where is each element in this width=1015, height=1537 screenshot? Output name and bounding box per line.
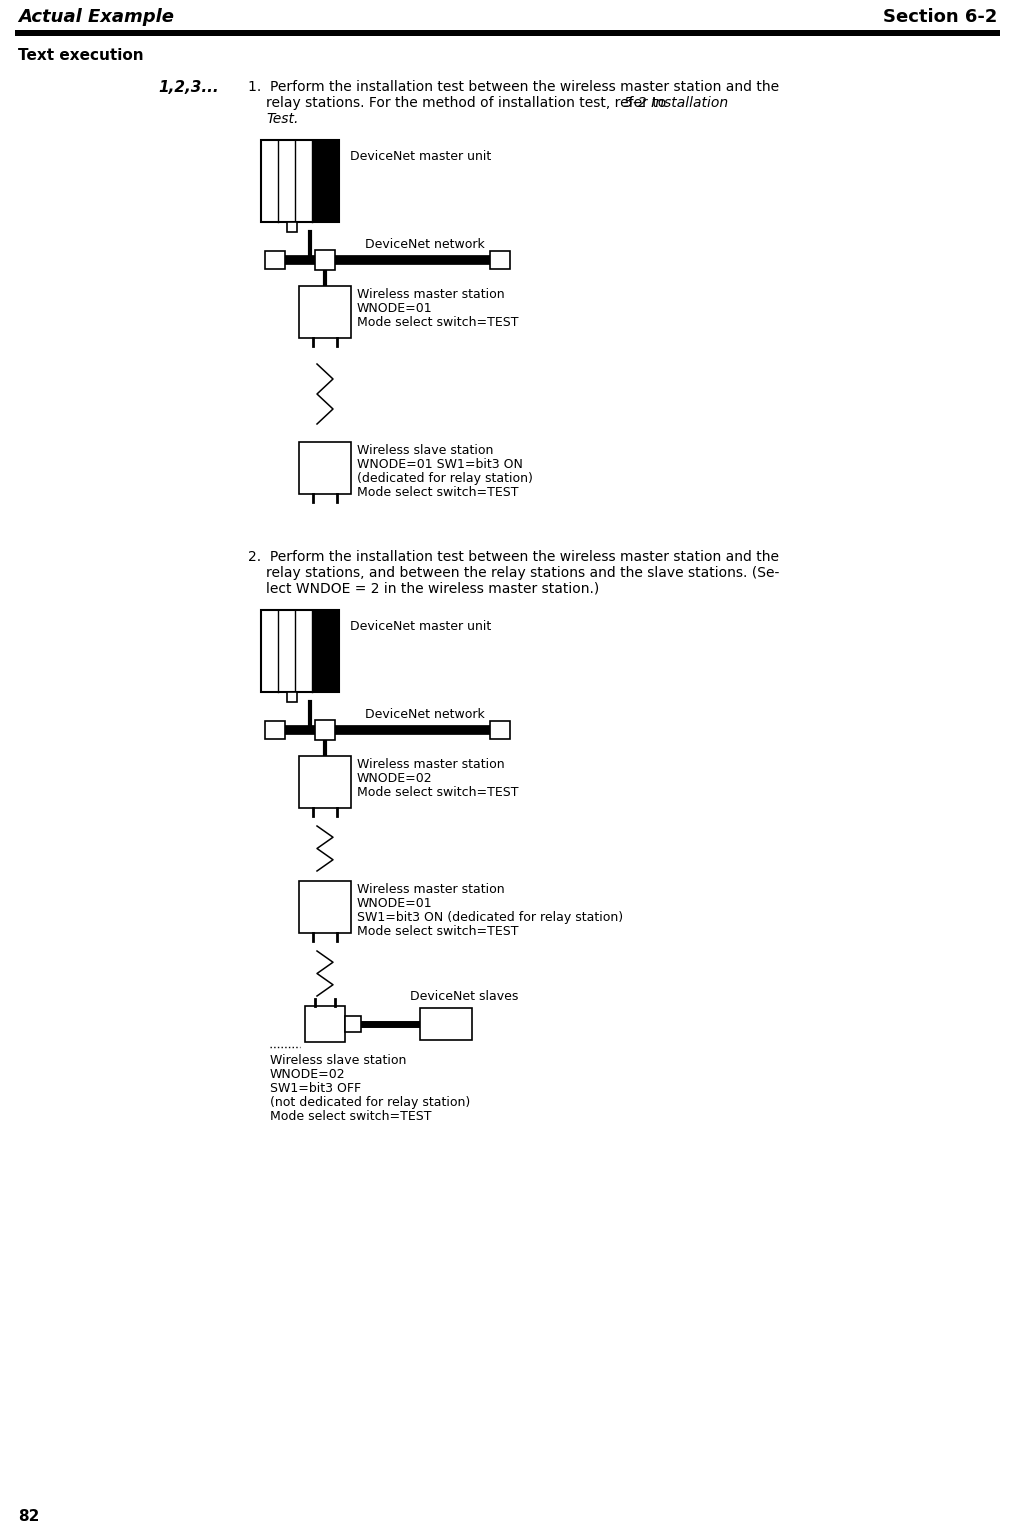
Text: Wireless master station: Wireless master station [357, 882, 504, 896]
Text: DeviceNet network: DeviceNet network [365, 709, 485, 721]
Text: 82: 82 [18, 1509, 40, 1525]
Text: Section 6-2: Section 6-2 [883, 8, 997, 26]
Text: DeviceNet master unit: DeviceNet master unit [350, 151, 491, 163]
Text: Wireless master station: Wireless master station [357, 287, 504, 301]
Bar [313, 610, 339, 692]
Text: (not dedicated for relay station): (not dedicated for relay station) [270, 1096, 470, 1110]
Text: Actual Example: Actual Example [18, 8, 174, 26]
Text: (dedicated for relay station): (dedicated for relay station) [357, 472, 533, 486]
Text: Text execution: Text execution [18, 48, 144, 63]
Bar [299, 881, 351, 933]
Text: DeviceNet master unit: DeviceNet master unit [350, 619, 491, 633]
Bar [299, 756, 351, 808]
Text: 2.  Perform the installation test between the wireless master station and the: 2. Perform the installation test between… [248, 550, 779, 564]
Bar [490, 721, 510, 739]
Bar [287, 221, 297, 232]
Bar [315, 719, 335, 739]
Text: DeviceNet network: DeviceNet network [365, 238, 485, 251]
Bar [304, 1007, 345, 1042]
Text: SW1=bit3 OFF: SW1=bit3 OFF [270, 1082, 361, 1094]
Bar [261, 140, 339, 221]
Bar [265, 721, 285, 739]
Bar [299, 286, 351, 338]
Text: 1,2,3...: 1,2,3... [158, 80, 218, 95]
Bar [261, 610, 339, 692]
Text: Test.: Test. [266, 112, 298, 126]
Text: lect WNDOE = 2 in the wireless master station.): lect WNDOE = 2 in the wireless master st… [266, 583, 599, 596]
Bar [345, 1016, 361, 1031]
Text: Wireless master station: Wireless master station [357, 758, 504, 772]
Bar [15, 31, 1000, 35]
Bar [490, 251, 510, 269]
Text: relay stations, and between the relay stations and the slave stations. (Se-: relay stations, and between the relay st… [266, 566, 780, 579]
Text: WNODE=01 SW1=bit3 ON: WNODE=01 SW1=bit3 ON [357, 458, 523, 470]
Text: 1.  Perform the installation test between the wireless master station and the: 1. Perform the installation test between… [248, 80, 780, 94]
Text: Mode select switch=TEST: Mode select switch=TEST [357, 925, 519, 938]
Text: WNODE=01: WNODE=01 [357, 301, 432, 315]
Text: Wireless slave station: Wireless slave station [357, 444, 493, 456]
Text: WNODE=02: WNODE=02 [270, 1068, 346, 1081]
Text: WNODE=01: WNODE=01 [357, 898, 432, 910]
Text: WNODE=02: WNODE=02 [357, 772, 432, 785]
Text: DeviceNet slaves: DeviceNet slaves [410, 990, 519, 1004]
Text: Wireless slave station: Wireless slave station [270, 1054, 406, 1067]
Bar [315, 251, 335, 271]
Text: Mode select switch=TEST: Mode select switch=TEST [357, 317, 519, 329]
Text: SW1=bit3 ON (dedicated for relay station): SW1=bit3 ON (dedicated for relay station… [357, 911, 623, 924]
Bar [420, 1008, 472, 1041]
Text: Mode select switch=TEST: Mode select switch=TEST [357, 486, 519, 500]
Text: Mode select switch=TEST: Mode select switch=TEST [357, 785, 519, 799]
Bar [287, 692, 297, 702]
Bar [313, 140, 339, 221]
Bar [299, 443, 351, 493]
Text: relay stations. For the method of installation test, refer to: relay stations. For the method of instal… [266, 95, 671, 111]
Bar [265, 251, 285, 269]
Text: Mode select switch=TEST: Mode select switch=TEST [270, 1110, 431, 1124]
Text: 5-2 Installation: 5-2 Installation [624, 95, 728, 111]
